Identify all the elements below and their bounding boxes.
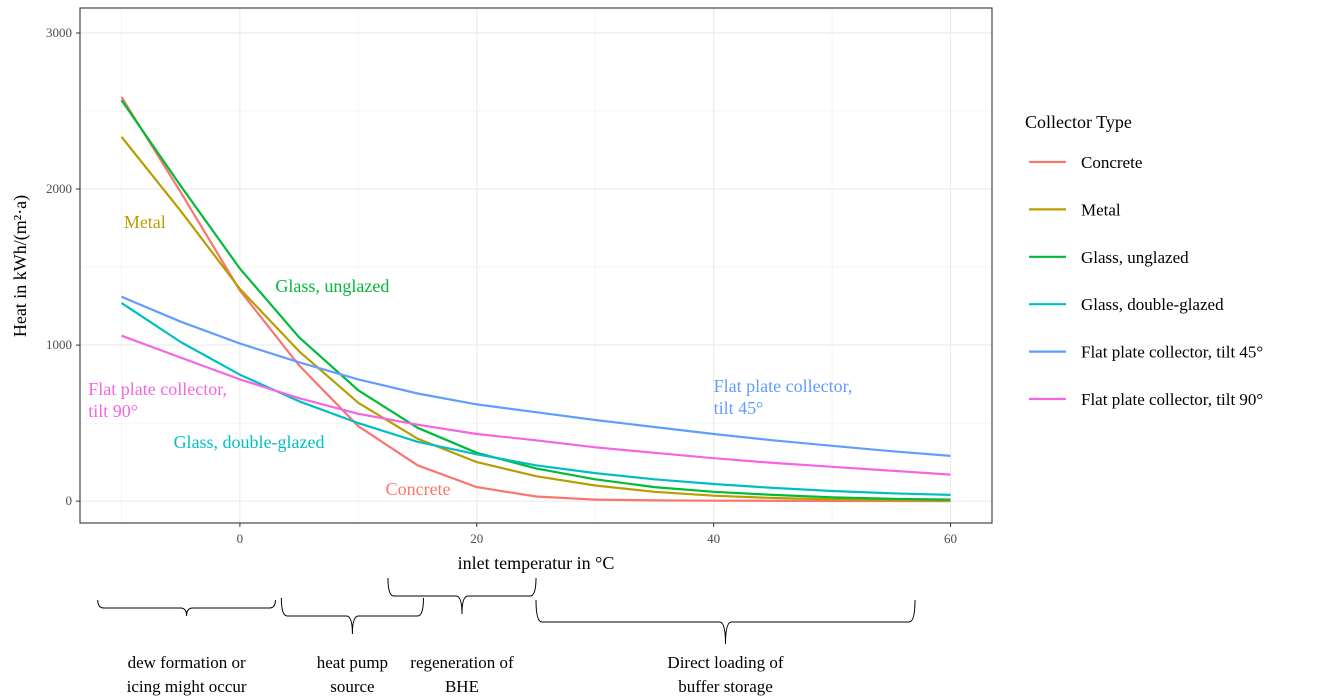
series-line-5 [121, 334, 951, 476]
brace-dew [97, 599, 276, 617]
range-label-heat-pump: source [330, 677, 374, 696]
legend-label: Concrete [1081, 153, 1142, 172]
series-line-0 [120, 96, 951, 503]
series-line-2 [120, 99, 951, 501]
legend: Collector Type Concrete Metal Glass, ungla… [1025, 112, 1263, 409]
y-tick-label: 0 [66, 493, 73, 508]
annotation-label: Glass, double-glazed [174, 432, 325, 452]
panel-border [79, 7, 993, 524]
series-line-4 [121, 295, 951, 457]
x-axis-title: inlet temperatur in °C [458, 553, 615, 573]
y-axis-title: Heat in kWh/(m²·a) [10, 195, 31, 337]
series-line-1 [120, 136, 951, 502]
annotations: Metal Glass, unglazed Flat plate collector… [88, 212, 852, 499]
series-line-3 [120, 302, 951, 496]
y-tick-label: 2000 [46, 181, 72, 196]
annotation-label: tilt 45° [714, 398, 764, 418]
annotation-label: Concrete [386, 479, 451, 499]
legend-label: Flat plate collector, tilt 45° [1081, 343, 1263, 362]
range-label-direct-loading: Direct loading of [667, 653, 783, 672]
grid-minor [80, 8, 992, 523]
range-label-dew: dew formation or [128, 653, 246, 672]
legend-title: Collector Type [1025, 112, 1132, 132]
brace-direct-loading [535, 599, 916, 645]
legend-label: Flat plate collector, tilt 90° [1081, 390, 1263, 409]
range-label-heat-pump: heat pump [317, 653, 388, 672]
annotation-label: Flat plate collector, [714, 376, 853, 396]
y-tick-label: 3000 [46, 25, 72, 40]
legend-label: Glass, double-glazed [1081, 295, 1224, 314]
range-label-direct-loading: buffer storage [678, 677, 773, 696]
series-lines [120, 96, 951, 503]
x-tick-label: 60 [944, 531, 957, 546]
legend-items: Concrete Metal Glass, unglazed Glass, doubl… [1029, 153, 1263, 409]
annotation-label: tilt 90° [88, 401, 138, 421]
y-axis-ticks: 0 1000 2000 3000 [46, 25, 80, 508]
range-label-regeneration: BHE [445, 677, 479, 696]
brace-regeneration [387, 577, 537, 615]
x-tick-label: 20 [470, 531, 483, 546]
x-axis-ticks: 0 20 40 60 [237, 523, 957, 546]
annotation-label: Metal [124, 212, 166, 232]
temperature-ranges: dew formation or icing might occur heat pu… [97, 577, 916, 696]
annotation-label: Glass, unglazed [275, 276, 389, 296]
annotation-label: Flat plate collector, [88, 379, 227, 399]
y-tick-label: 1000 [46, 337, 72, 352]
panel-background [80, 8, 992, 523]
legend-label: Metal [1081, 200, 1121, 219]
range-label-regeneration: regeneration of [410, 653, 514, 672]
brace-heat-pump [280, 597, 424, 635]
range-label-dew: icing might occur [127, 677, 247, 696]
x-tick-label: 40 [707, 531, 720, 546]
x-tick-label: 0 [237, 531, 244, 546]
legend-label: Glass, unglazed [1081, 248, 1189, 267]
